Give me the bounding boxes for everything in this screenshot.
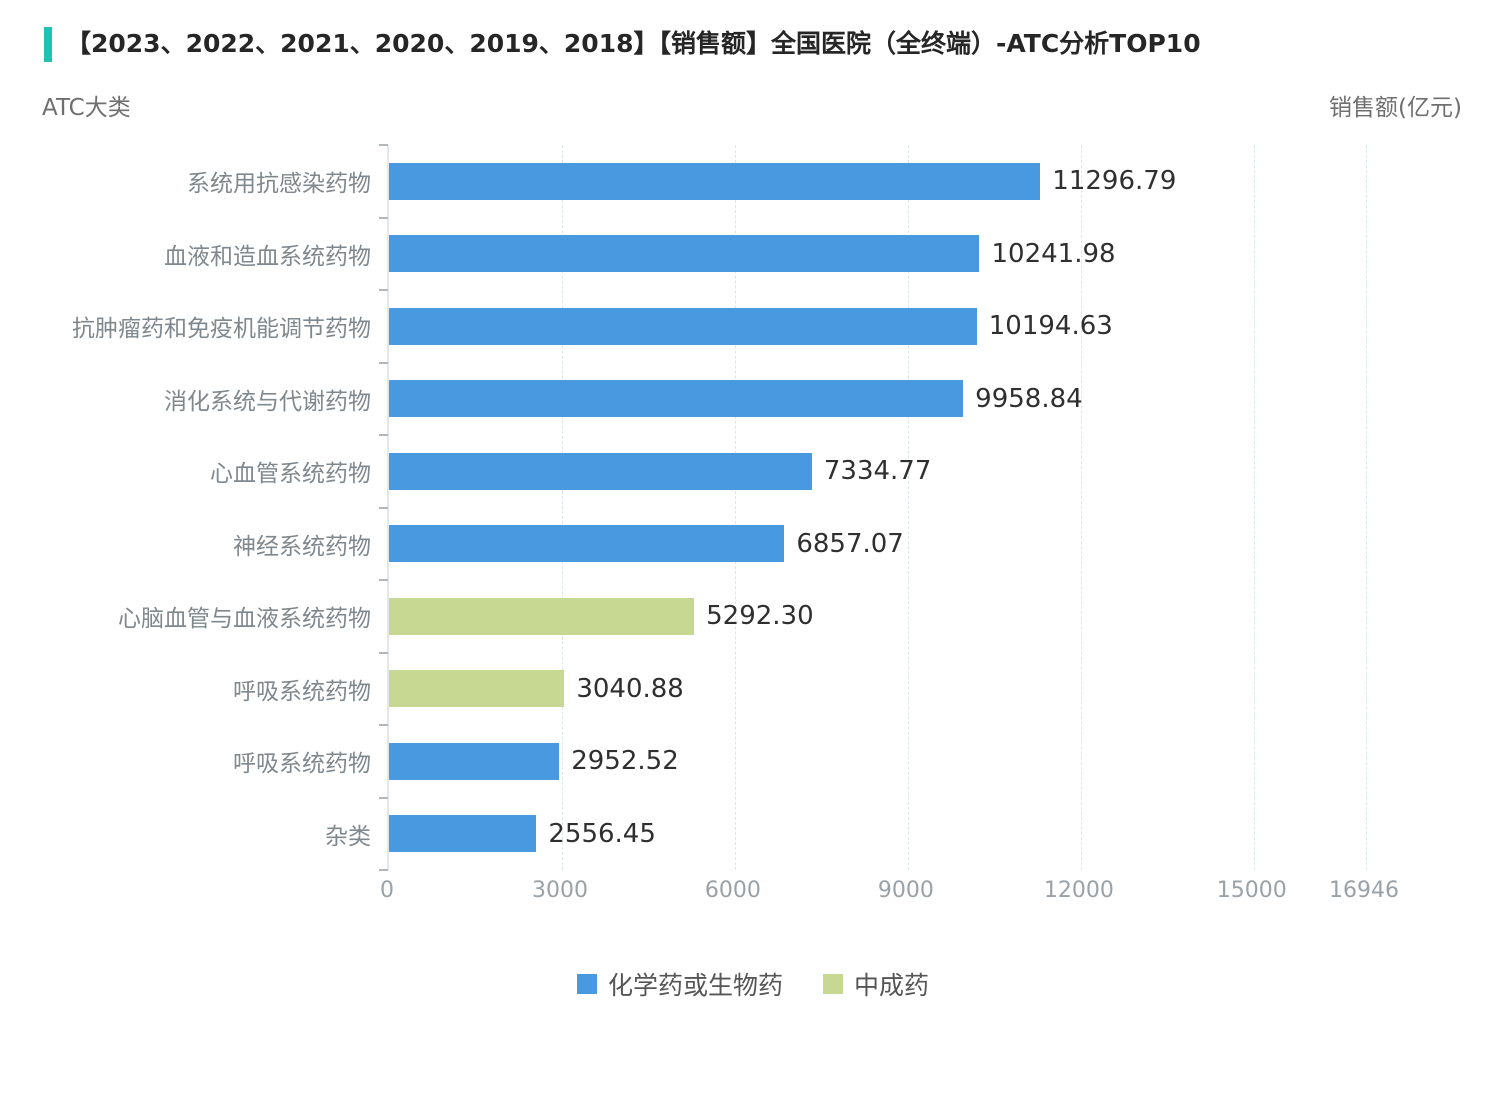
- bar-value-label: 11296.79: [1052, 166, 1177, 197]
- y-axis-tick: [379, 289, 388, 291]
- legend-item-chemical[interactable]: 化学药或生物药: [576, 966, 783, 1002]
- x-axis-tick-label: 12000: [1043, 878, 1114, 903]
- bar-value-label: 2952.52: [571, 746, 679, 777]
- bar[interactable]: [389, 815, 537, 853]
- bar-row: 3040.88: [389, 653, 1366, 726]
- category-label: 血液和造血系统药物: [164, 243, 371, 270]
- legend-item-tcm[interactable]: 中成药: [823, 966, 929, 1002]
- bar-row: 2556.45: [389, 798, 1366, 871]
- category-label: 神经系统药物: [233, 533, 371, 560]
- x-axis-header: 销售额(亿元): [1329, 95, 1462, 121]
- category-label: 杂类: [325, 823, 371, 850]
- bar[interactable]: [389, 162, 1041, 200]
- category-label: 心血管系统药物: [210, 461, 371, 488]
- bar-row: 2952.52: [389, 725, 1366, 798]
- bar-row: 9958.84: [389, 363, 1366, 436]
- bar[interactable]: [389, 525, 785, 563]
- bar[interactable]: [389, 597, 695, 635]
- bar-row: 10194.63: [389, 290, 1366, 363]
- y-axis-tick: [379, 144, 388, 146]
- x-axis-labels: 0 3000 6000 9000 12000 15000 16946: [380, 878, 1399, 910]
- gridline: [1253, 145, 1255, 870]
- category-label: 消化系统与代谢药物: [164, 388, 371, 415]
- legend-swatch-tcm: [823, 974, 843, 994]
- y-axis-tick: [379, 869, 388, 871]
- gridline: [1366, 145, 1367, 870]
- category-label: 呼吸系统药物: [233, 751, 371, 778]
- legend: 化学药或生物药 中成药: [0, 966, 1506, 1002]
- plot-area: 11296.79 10241.98 10194.63 9958.84 7334.77 68…: [379, 144, 1367, 871]
- bar-value-label: 3040.88: [576, 673, 684, 704]
- x-axis-tick-label: 6000: [704, 878, 761, 903]
- legend-label-chemical: 化学药或生物药: [607, 971, 783, 1000]
- y-axis-tick: [379, 796, 388, 799]
- x-axis-tick-label: 16946: [1329, 878, 1399, 903]
- bar-value-label: 7334.77: [823, 456, 932, 487]
- gridline: [907, 145, 909, 870]
- bar[interactable]: [389, 235, 980, 273]
- y-axis-tick: [379, 651, 388, 654]
- bar-row: 7334.77: [389, 435, 1366, 508]
- category-label: 系统用抗感染药物: [187, 171, 371, 198]
- bar-value-label: 5292.30: [706, 601, 814, 632]
- bar-row: 11296.79: [389, 145, 1366, 218]
- legend-swatch-chemical: [576, 974, 597, 994]
- bar[interactable]: [389, 307, 977, 345]
- bar-row: 5292.30: [389, 580, 1366, 653]
- bar-value-label: 9958.84: [975, 383, 1083, 414]
- x-axis-tick-label: 0: [380, 878, 394, 903]
- gridline: [734, 145, 736, 870]
- category-label: 呼吸系统药物: [233, 678, 371, 705]
- category-labels: 系统用抗感染药物血液和造血系统药物抗肿瘤药和免疫机能调节药物消化系统与代谢药物心…: [0, 145, 371, 870]
- bar-value-label: 2556.45: [548, 818, 656, 849]
- y-axis-tick: [379, 579, 388, 581]
- bar-value-label: 10194.63: [988, 311, 1113, 342]
- bar-value-label: 10241.98: [991, 238, 1116, 269]
- bar[interactable]: [389, 452, 812, 490]
- category-label: 心脑血管与血液系统药物: [118, 606, 371, 633]
- y-axis-tick: [379, 434, 388, 436]
- bar[interactable]: [389, 670, 565, 708]
- category-label: 抗肿瘤药和免疫机能调节药物: [72, 316, 371, 343]
- bar-row: 10241.98: [389, 218, 1366, 291]
- y-axis-header: ATC大类: [42, 95, 131, 121]
- y-axis-tick: [379, 724, 388, 726]
- y-axis-tick: [379, 506, 388, 509]
- y-axis-tick: [379, 216, 388, 219]
- title-accent-bar: [44, 27, 52, 62]
- gridline: [1080, 145, 1082, 870]
- bar-value-label: 6857.07: [796, 528, 904, 559]
- x-axis-tick-label: 9000: [877, 878, 934, 903]
- gridline: [561, 145, 563, 870]
- bar[interactable]: [389, 380, 964, 418]
- bar[interactable]: [389, 742, 560, 780]
- legend-label-tcm: 中成药: [854, 971, 930, 1000]
- x-axis-tick-label: 15000: [1216, 878, 1287, 903]
- y-axis-tick: [379, 361, 388, 364]
- page-title: 【2023、2022、2021、2020、2019、2018】【销售额】全国医院…: [66, 29, 1201, 58]
- x-axis-tick-label: 3000: [531, 878, 588, 903]
- bar-row: 6857.07: [389, 508, 1366, 581]
